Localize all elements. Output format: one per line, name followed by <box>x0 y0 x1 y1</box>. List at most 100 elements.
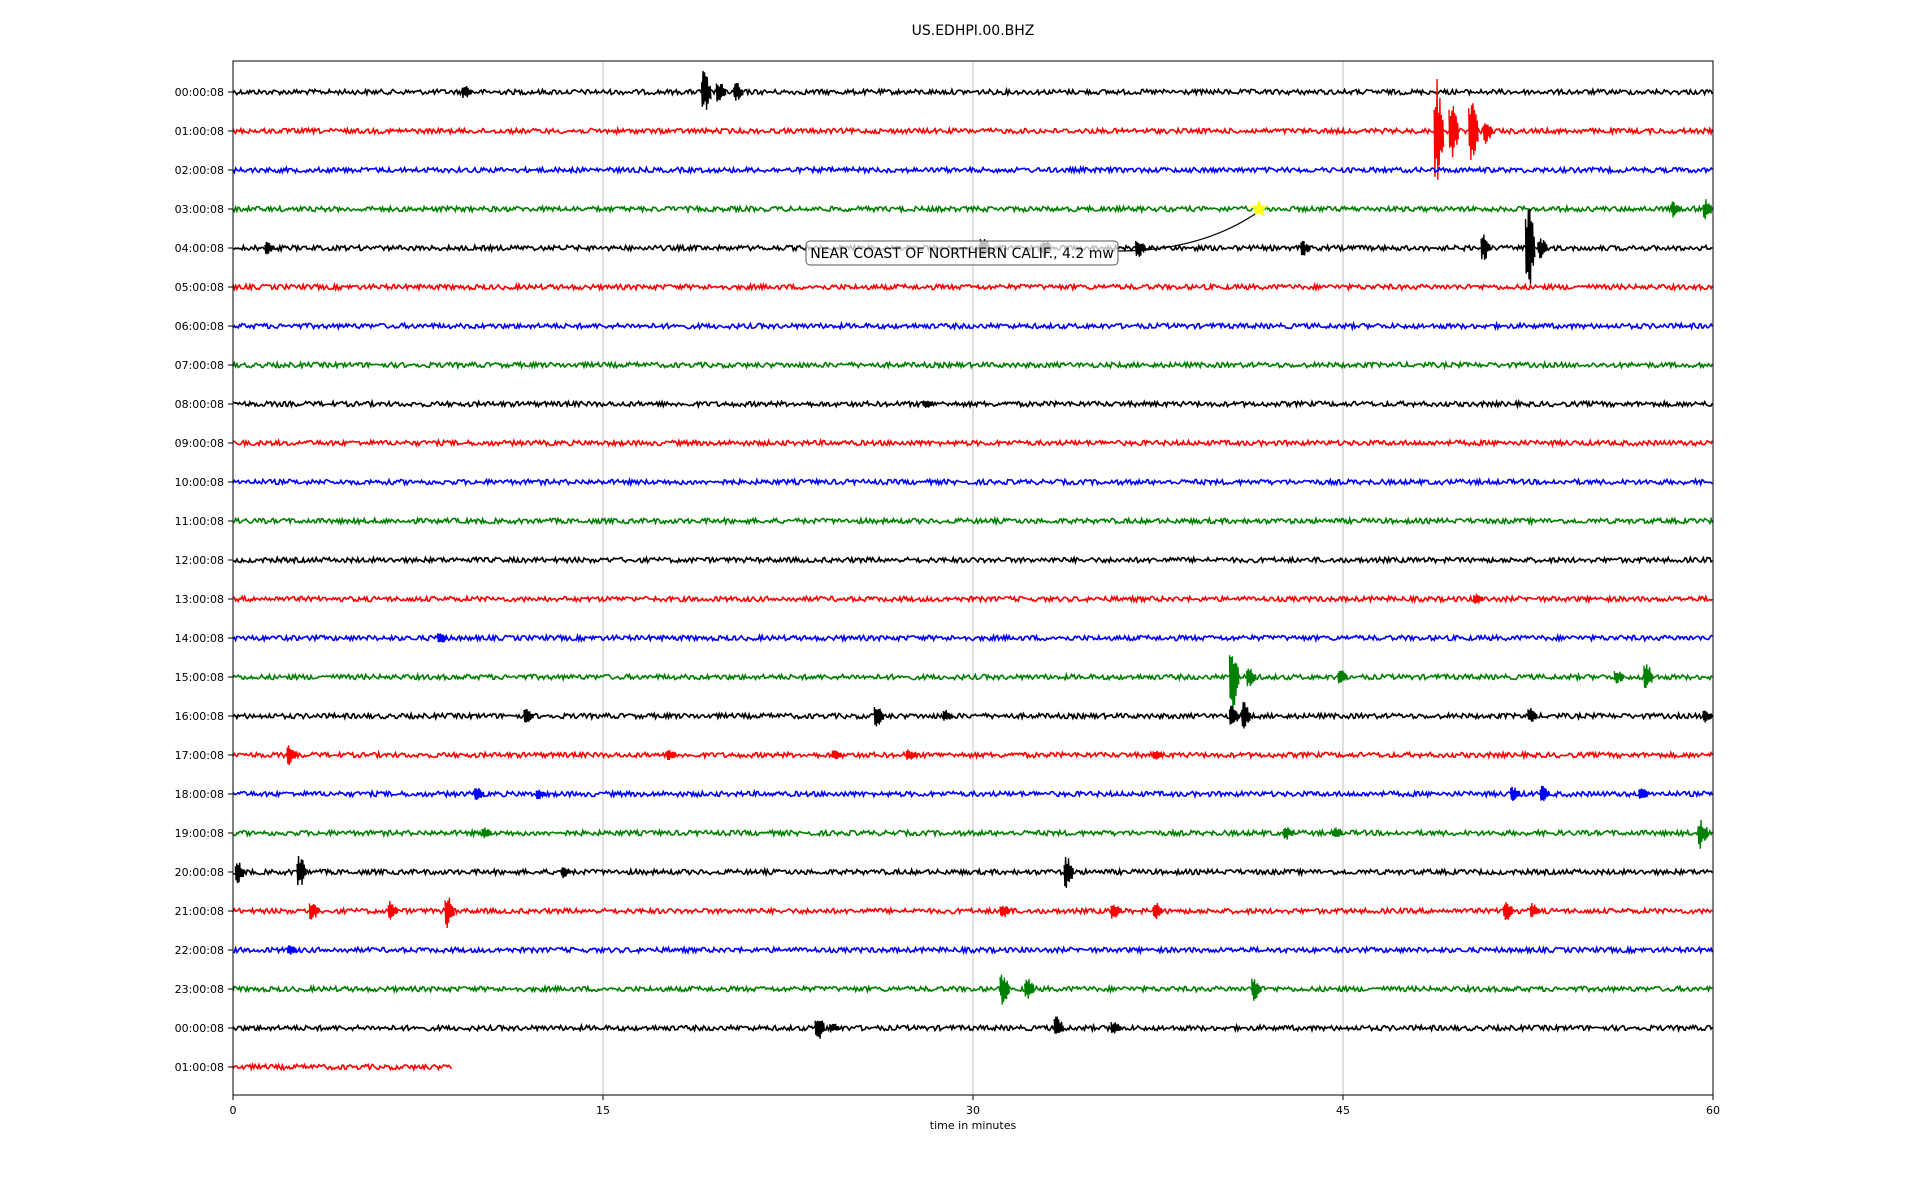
event-spike <box>1063 856 1075 888</box>
event-spike <box>942 709 954 721</box>
event-spike <box>1510 786 1521 801</box>
event-spike <box>1251 978 1262 1001</box>
event-spike <box>560 867 571 879</box>
row-label: 12:00:08 <box>175 554 224 567</box>
row-label: 01:00:08 <box>175 1061 224 1074</box>
event-spike <box>1638 788 1649 799</box>
event-spike <box>1283 827 1294 840</box>
event-spike <box>1502 902 1514 920</box>
event-spike <box>1702 199 1714 220</box>
event-spike <box>999 905 1011 918</box>
row-label: 09:00:08 <box>175 437 224 450</box>
event-spike <box>437 633 448 643</box>
event-spike <box>1337 670 1348 684</box>
event-spike <box>1529 902 1541 918</box>
event-spike <box>474 788 485 800</box>
event-spike <box>1228 705 1240 725</box>
chart-title: US.EDHPI.00.BHZ <box>912 23 1035 39</box>
event-spike <box>1110 1021 1122 1034</box>
event-spike <box>1643 664 1654 688</box>
event-spike <box>1537 238 1548 259</box>
event-spike <box>1152 902 1163 920</box>
row-label: 11:00:08 <box>175 515 224 528</box>
row-label: 13:00:08 <box>175 593 224 606</box>
x-tick-label: 45 <box>1336 1104 1350 1117</box>
event-spike <box>1228 655 1240 711</box>
event-spike <box>666 750 678 761</box>
x-tick-label: 0 <box>230 1104 237 1117</box>
event-spike <box>535 789 547 800</box>
event-spike <box>308 903 320 920</box>
event-spike <box>1110 904 1122 919</box>
trace-line <box>232 320 1714 332</box>
row-label: 14:00:08 <box>175 632 224 645</box>
row-label: 00:00:08 <box>175 1022 224 1035</box>
row-label: 15:00:08 <box>175 671 224 684</box>
x-axis-ticks: 0 15 30 45 60 <box>230 1095 1720 1117</box>
annotation-box <box>805 240 1119 266</box>
event-spike <box>481 827 493 839</box>
event-spike <box>873 706 885 727</box>
trace-line <box>232 437 1714 449</box>
event-spike <box>523 708 534 723</box>
event-spike <box>999 974 1011 1005</box>
event-spike <box>1053 1016 1065 1034</box>
event-spike <box>286 745 298 766</box>
event-spike <box>1468 103 1479 161</box>
event-spike <box>286 945 298 955</box>
annotation-arrow <box>1117 213 1256 252</box>
row-label: 16:00:08 <box>175 710 224 723</box>
trace-line <box>232 125 1714 137</box>
event-spike <box>1246 668 1257 687</box>
row-label: 08:00:08 <box>175 398 224 411</box>
trace-line <box>232 476 1714 488</box>
event-spike <box>1473 593 1484 604</box>
trace-line <box>232 866 1714 878</box>
event-spike <box>905 749 917 760</box>
row-label: 01:00:08 <box>175 125 224 138</box>
row-label: 22:00:08 <box>175 944 224 957</box>
event-spike <box>1135 240 1146 257</box>
event-spike <box>1524 208 1536 284</box>
row-label: 04:00:08 <box>175 242 224 255</box>
event-spike <box>1480 234 1492 260</box>
trace-line <box>232 983 1713 995</box>
trace-line <box>232 554 1713 566</box>
event-spike <box>1241 701 1252 729</box>
trace-line <box>232 593 1713 605</box>
row-label: 00:00:08 <box>175 86 224 99</box>
event-spike <box>922 400 934 408</box>
event-spike <box>296 855 308 886</box>
event-spike <box>1332 827 1344 837</box>
row-labels: 00:00:08 01:00:08 02:00:08 03:00:08 04:00:08… <box>175 86 233 1074</box>
event-spike <box>1702 710 1714 723</box>
annotation-group: NEAR COAST OF NORTHERN CALIF., 4.2 mw <box>805 199 1268 266</box>
event-spike <box>461 86 473 98</box>
event-spike <box>1300 240 1311 256</box>
event-spike <box>1539 785 1551 802</box>
grid-lines <box>602 61 1344 1095</box>
event-spike <box>700 70 712 110</box>
trace-line <box>232 515 1714 527</box>
trace-line <box>232 164 1714 176</box>
x-axis-label: time in minutes <box>930 1119 1017 1132</box>
row-label: 23:00:08 <box>175 983 224 996</box>
trace-line <box>232 632 1713 644</box>
trace-line <box>232 203 1714 215</box>
row-label: 03:00:08 <box>175 203 224 216</box>
event-spike <box>1152 750 1163 760</box>
x-tick-label: 60 <box>1706 1104 1720 1117</box>
trace-line <box>232 398 1714 410</box>
event-spike <box>1448 105 1459 158</box>
annotation-label: NEAR COAST OF NORTHERN CALIF., 4.2 mw <box>810 246 1114 262</box>
x-tick-label: 15 <box>596 1104 610 1117</box>
event-spike <box>829 1023 840 1033</box>
event-spike <box>387 900 399 920</box>
event-spike <box>1024 978 1035 999</box>
trace-line <box>232 1022 1714 1034</box>
event-spike <box>234 862 246 884</box>
row-label: 06:00:08 <box>175 320 224 333</box>
event-spike <box>1433 78 1445 180</box>
trace-line <box>232 671 1713 683</box>
